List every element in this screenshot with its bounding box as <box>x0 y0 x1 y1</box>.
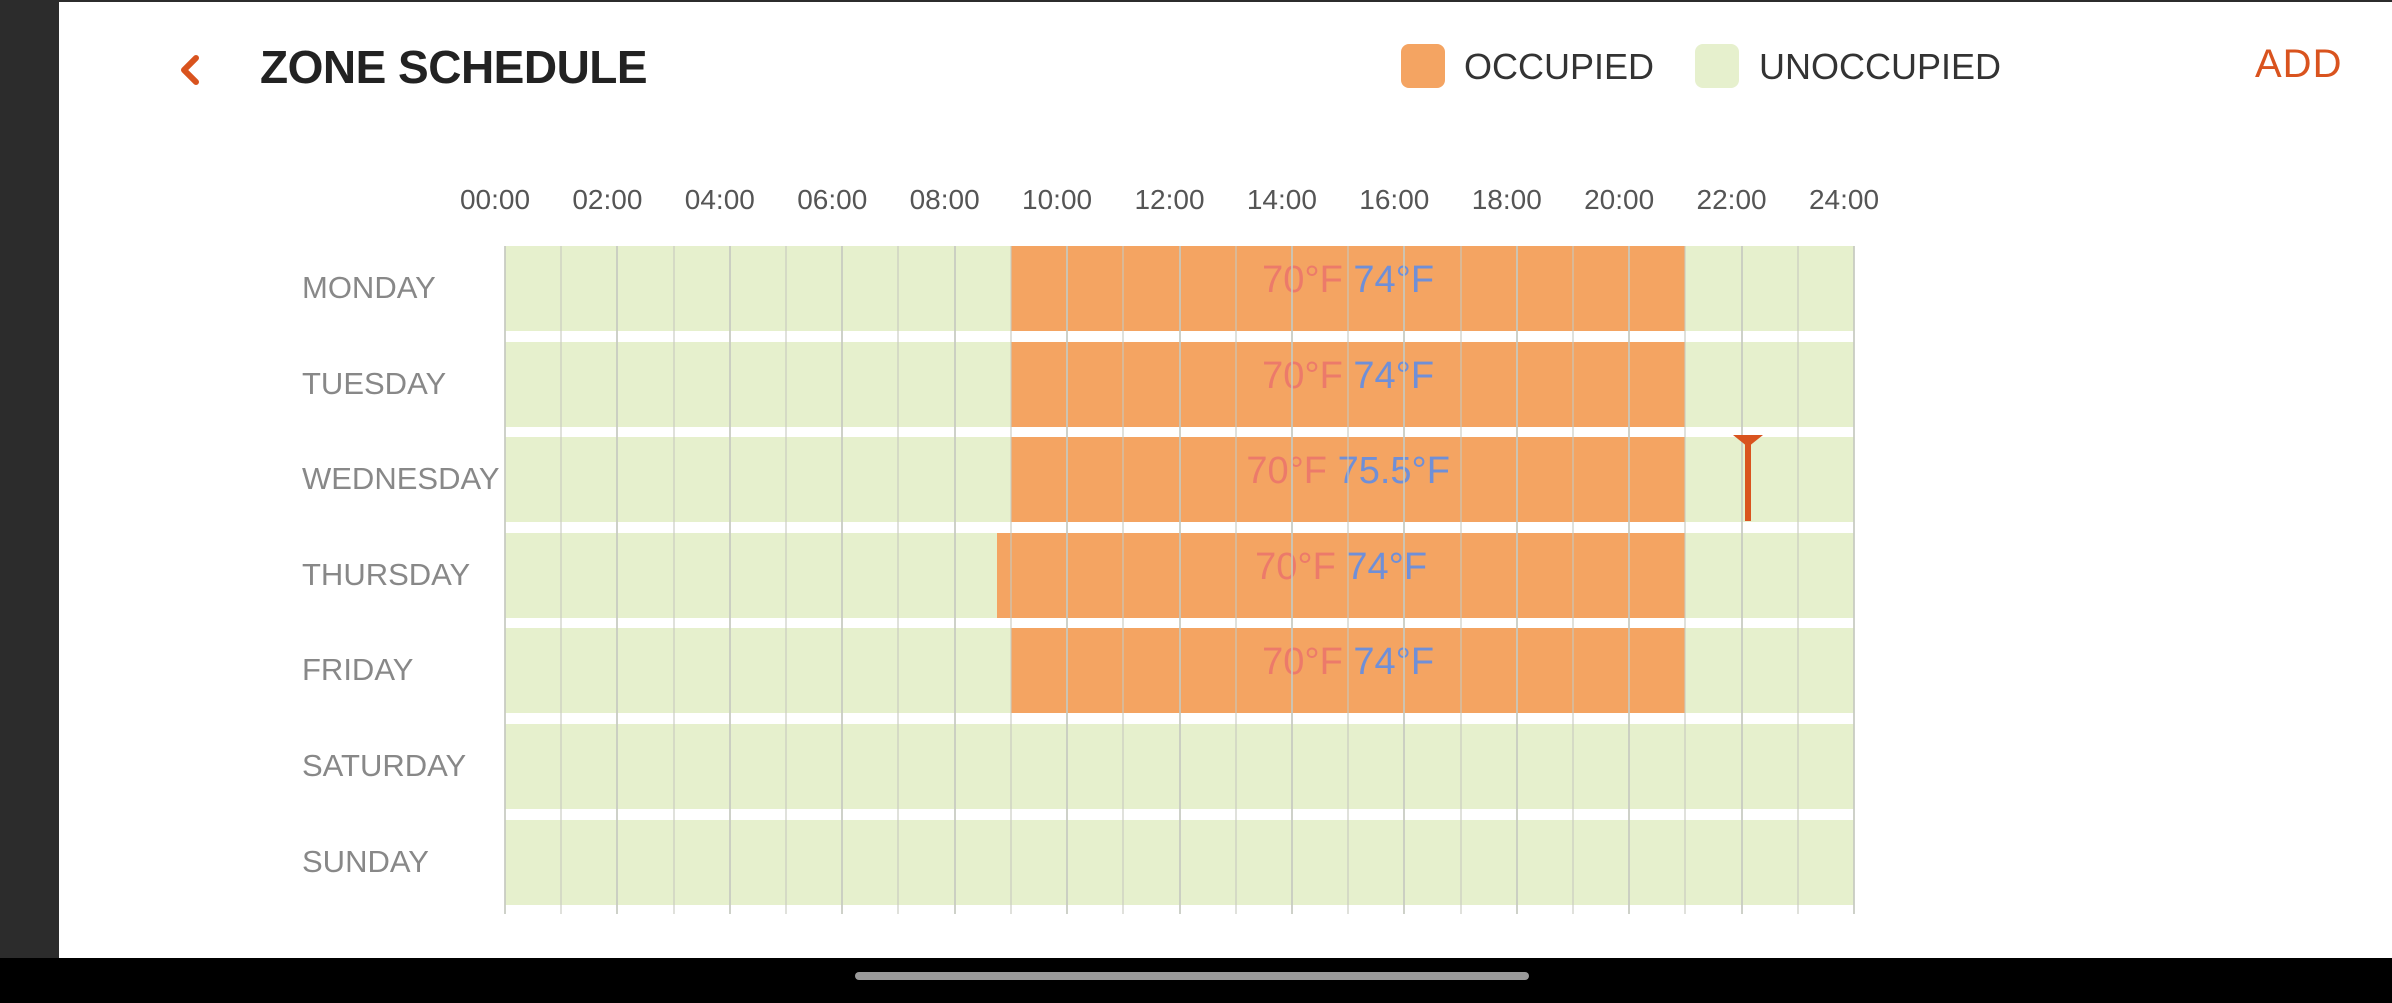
hour-gridline <box>785 246 788 914</box>
hour-gridline <box>728 246 731 914</box>
hour-gridline <box>1740 246 1743 914</box>
hour-gridline <box>1066 246 1069 914</box>
home-indicator[interactable] <box>855 972 1529 980</box>
day-label-saturday: SATURDAY <box>302 748 467 783</box>
system-navigation-bar <box>0 958 2392 1003</box>
time-axis-label: 16:00 <box>1359 184 1430 215</box>
legend-occupied-swatch <box>1401 44 1445 88</box>
add-button[interactable]: ADD <box>2255 42 2343 86</box>
hour-gridline <box>1515 246 1518 914</box>
hour-gridline <box>616 246 619 914</box>
hour-gridline <box>1853 246 1855 914</box>
day-label-thursday: THURSDAY <box>302 556 471 592</box>
hour-gridline <box>953 246 956 914</box>
hour-gridline <box>1628 246 1631 914</box>
occupied-block-thursday[interactable] <box>996 532 1686 618</box>
left-edge-bar <box>0 0 59 958</box>
time-axis-label: 08:00 <box>909 184 980 215</box>
time-axis-label: 06:00 <box>797 184 868 215</box>
hour-gridline <box>1009 246 1012 914</box>
back-button[interactable] <box>168 48 208 92</box>
time-axis-label: 04:00 <box>684 184 755 215</box>
time-axis-label: 00:00 <box>459 184 531 215</box>
hour-gridline <box>1459 246 1462 914</box>
time-axis-label: 18:00 <box>1471 184 1542 215</box>
day-label-sunday: SUNDAY <box>302 843 429 879</box>
hour-gridline <box>1122 246 1125 914</box>
hour-gridline <box>1178 246 1181 914</box>
hour-gridline <box>1347 246 1350 914</box>
chevron-left-icon <box>181 55 199 85</box>
time-axis-label: 20:00 <box>1584 184 1655 215</box>
hour-gridline <box>1571 246 1574 914</box>
day-label-monday: MONDAY <box>302 270 436 305</box>
hour-gridline <box>1796 246 1799 914</box>
day-label-tuesday: TUESDAY <box>302 365 447 401</box>
zone-schedule-screen: ZONE SCHEDULE OCCUPIED UNOCCUPIED ADD 00… <box>59 0 2392 958</box>
time-axis-label: 02:00 <box>572 184 643 215</box>
time-axis-label: 14:00 <box>1246 184 1317 215</box>
hour-gridline <box>560 246 563 914</box>
hour-gridline <box>504 246 506 914</box>
day-label-wednesday: WEDNESDAY <box>302 461 500 497</box>
legend-unoccupied-swatch <box>1695 44 1739 88</box>
current-time-marker-icon <box>1733 435 1764 522</box>
hour-gridline <box>897 246 900 914</box>
hour-gridline <box>672 246 675 914</box>
hour-gridline <box>1684 246 1687 914</box>
day-label-friday: FRIDAY <box>302 652 414 688</box>
hour-gridline <box>1403 246 1406 914</box>
page-title: ZONE SCHEDULE <box>260 41 648 93</box>
time-axis-label: 24:00 <box>1808 184 1880 215</box>
hour-gridline <box>1290 246 1293 914</box>
hour-gridline <box>841 246 844 914</box>
legend-occupied-label: OCCUPIED <box>1464 46 1655 87</box>
legend-unoccupied-label: UNOCCUPIED <box>1759 46 2002 87</box>
time-axis-label: 10:00 <box>1022 184 1093 215</box>
time-axis-label: 22:00 <box>1696 184 1767 215</box>
time-axis-label: 12:00 <box>1134 184 1205 215</box>
hour-gridline <box>1234 246 1237 914</box>
